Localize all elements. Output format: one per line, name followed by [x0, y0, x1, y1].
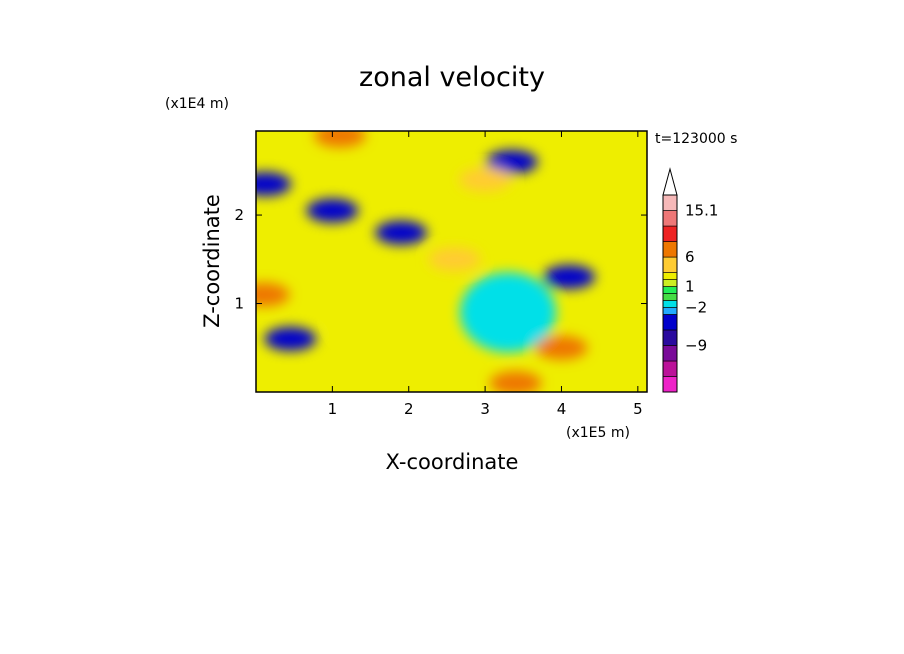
field-feature: [256, 282, 290, 307]
velocity-field: [256, 131, 596, 392]
time-label: t=123000 s: [655, 131, 737, 147]
colorbar-segment: [662, 293, 678, 301]
x-tick-label: 2: [404, 400, 414, 418]
colorbar-segment: [662, 272, 678, 280]
colorbar-segment: [662, 241, 678, 258]
colorbar-frame: [662, 194, 678, 393]
x-axis: 1 2 3 4 5: [328, 131, 643, 418]
colorbar-segment: [662, 345, 678, 362]
colorbar: 15.1 6 1 −2 −9: [662, 167, 718, 393]
colorbar-label: −9: [685, 336, 707, 354]
field-feature: [375, 220, 428, 245]
field-feature: [489, 371, 542, 392]
colorbar-segment: [662, 314, 678, 331]
plot-area: [255, 130, 648, 393]
colorbar-segment: [662, 329, 678, 346]
x-tick-label: 5: [633, 400, 643, 418]
x-unit-label: (x1E5 m): [566, 425, 630, 441]
colorbar-label: 6: [685, 248, 695, 266]
colorbar-segment: [662, 360, 678, 377]
field-feature: [459, 167, 512, 192]
field-blobs: [256, 131, 596, 392]
colorbar-segment: [662, 194, 678, 211]
field-feature: [306, 198, 359, 223]
colorbar-segment: [662, 286, 678, 294]
field-feature: [428, 247, 481, 272]
colorbar-segment: [662, 376, 678, 393]
y-tick-label: 1: [234, 295, 244, 313]
colorbar-segment: [662, 256, 678, 273]
field-feature: [485, 149, 538, 174]
colorbar-extend-arrow: [662, 167, 678, 196]
colorbar-segment: [662, 210, 678, 227]
colorbar-label: 15.1: [685, 202, 718, 220]
colorbar-segment: [662, 300, 678, 308]
colorbar-label: 1: [685, 278, 695, 296]
x-tick-label: 3: [480, 400, 490, 418]
field-feature: [330, 272, 427, 353]
y-axis-label: Z-coordinate: [200, 194, 224, 328]
y-unit-label: (x1E4 m): [165, 96, 229, 112]
colorbar-segment: [662, 225, 678, 242]
y-tick-label: 2: [234, 206, 244, 224]
x-axis-label: X-coordinate: [386, 450, 519, 474]
x-tick-label: 1: [328, 400, 338, 418]
colorbar-label: −2: [685, 298, 707, 316]
colorbar-segment: [662, 279, 678, 287]
chart-title: zonal velocity: [359, 62, 545, 93]
colorbar-segment: [662, 307, 678, 315]
plot-frame: [255, 130, 648, 393]
field-feature: [543, 264, 596, 289]
field-feature: [460, 272, 557, 353]
field-feature: [264, 326, 317, 351]
x-tick-label: 4: [557, 400, 567, 418]
y-axis: 12: [234, 206, 647, 313]
field-feature: [314, 131, 366, 148]
field-feature: [535, 335, 588, 360]
field-feature: [256, 172, 292, 197]
